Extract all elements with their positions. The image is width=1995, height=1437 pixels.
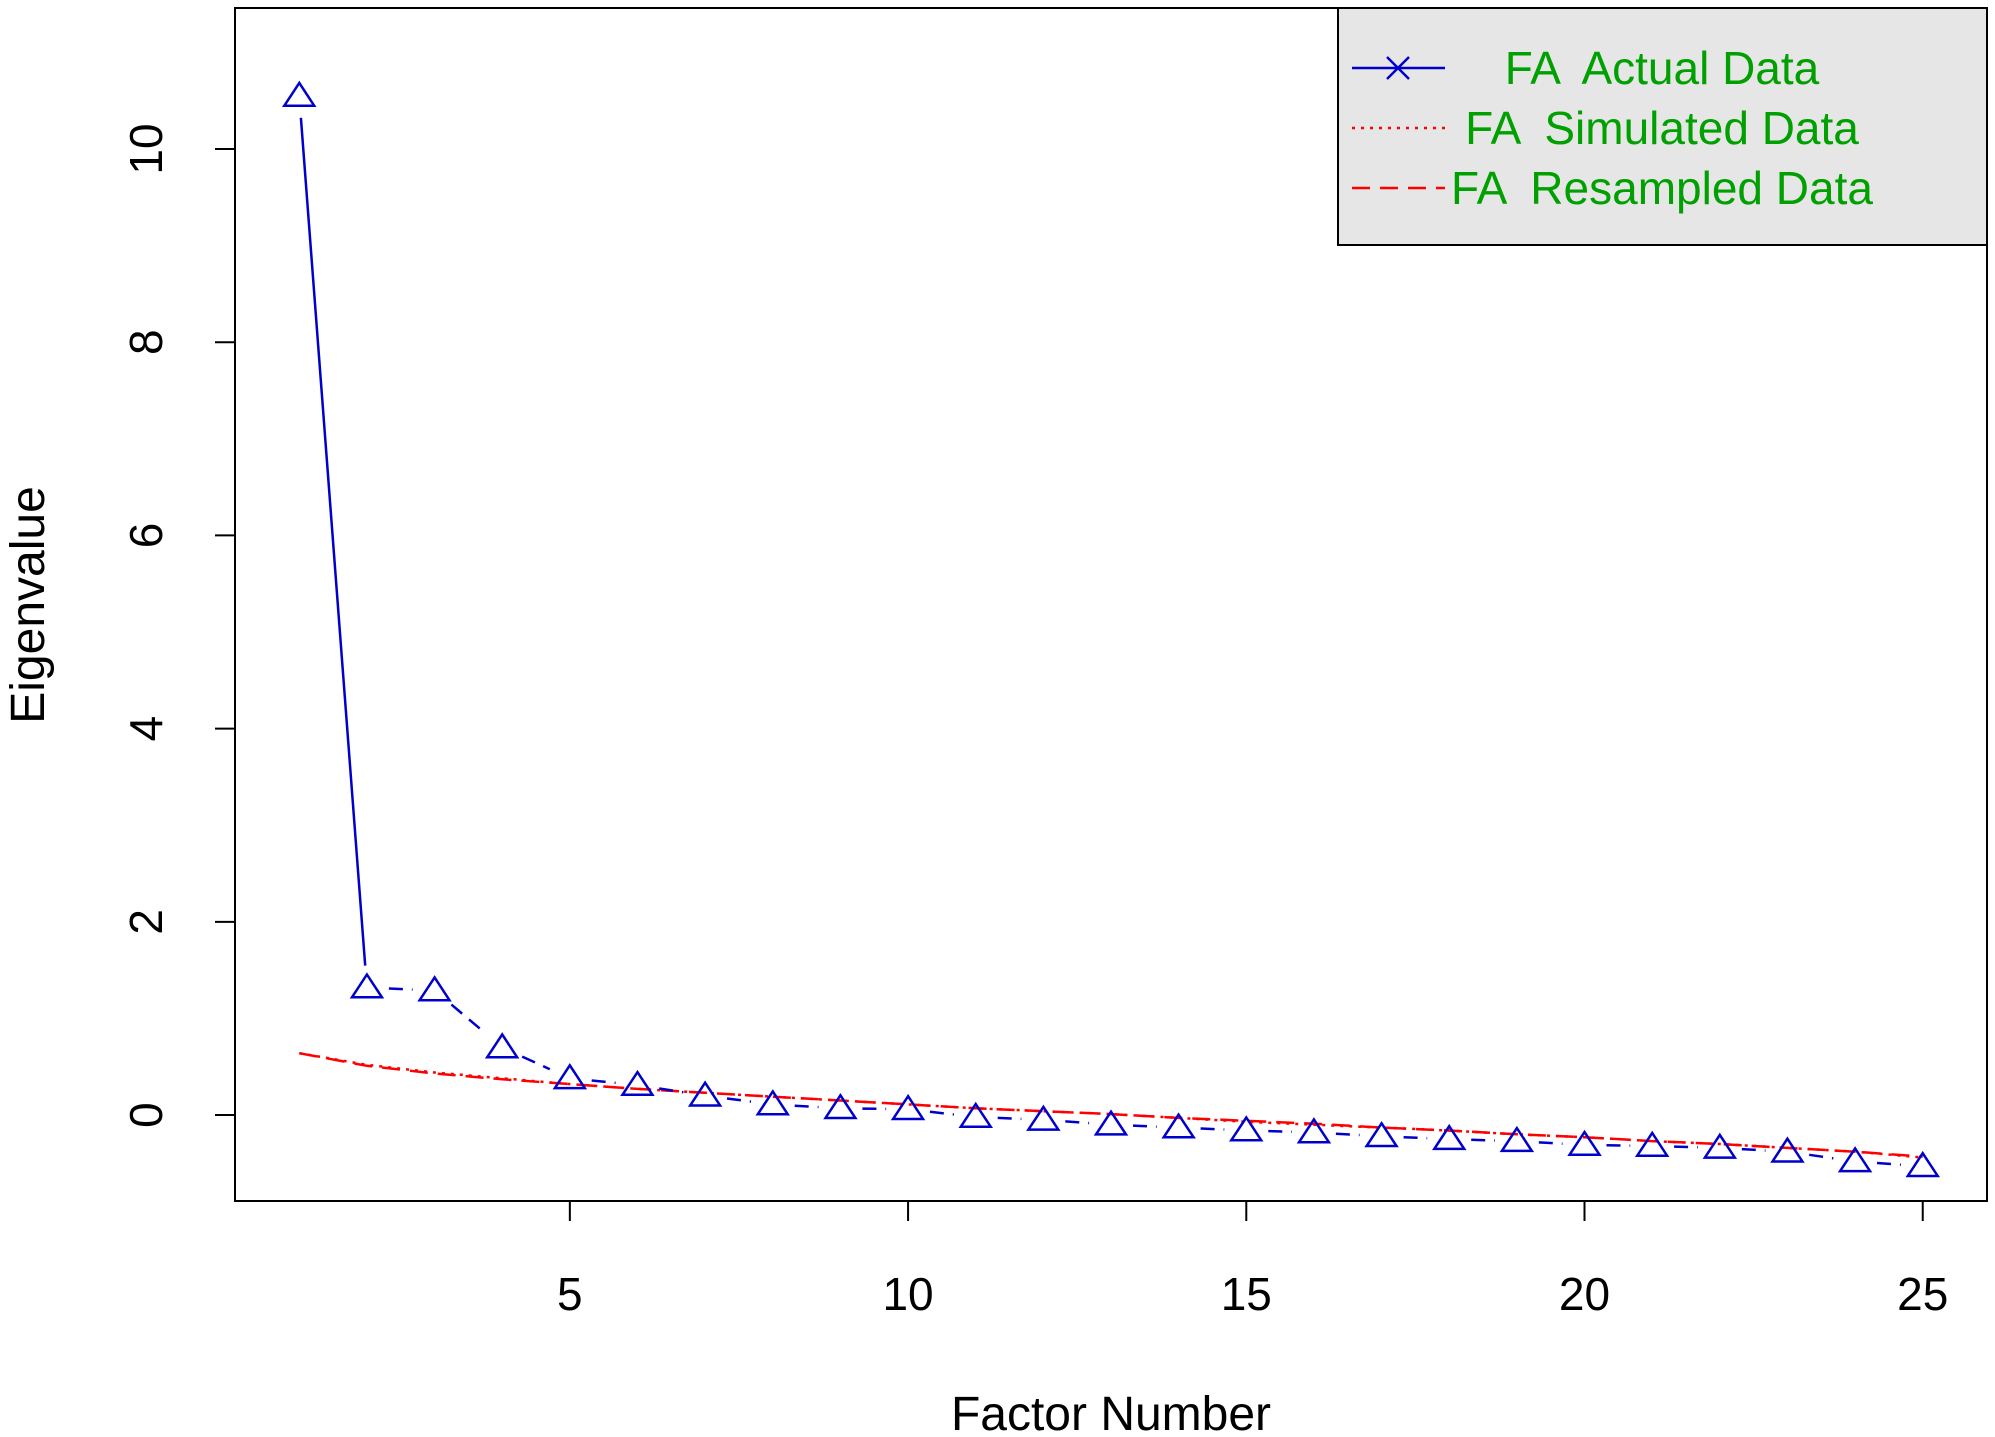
series-line-resampled: [299, 1051, 1923, 1158]
y-tick-label: 2: [120, 909, 172, 935]
actual-data-point: [755, 1089, 791, 1116]
series-line-simulated: [299, 1051, 1923, 1159]
actual-data-segment: [1741, 1147, 1766, 1152]
actual-data-point: [620, 1069, 655, 1097]
actual-data-point: [1567, 1129, 1602, 1156]
actual-data-point: [1161, 1112, 1196, 1139]
x-tick-label: 15: [1221, 1268, 1272, 1320]
actual-data-point: [958, 1101, 994, 1128]
actual-data-point: [687, 1080, 723, 1107]
legend-label-3: FA Resampled Data: [1451, 162, 1873, 214]
actual-data-point: [1296, 1117, 1332, 1144]
actual-data-segment: [1335, 1132, 1360, 1137]
actual-data-segment: [1674, 1145, 1698, 1149]
actual-data-point: [1837, 1146, 1873, 1173]
y-axis-title: Eigenvalue: [2, 486, 55, 724]
x-tick-label: 10: [882, 1268, 933, 1320]
actual-data-point: [823, 1093, 858, 1120]
actual-data-segment: [521, 1055, 551, 1071]
actual-data-point: [417, 975, 452, 1002]
actual-data-point: [484, 1032, 520, 1059]
x-axis: 5 10 15 20 25: [557, 1200, 1948, 1320]
actual-data-segment: [299, 117, 367, 966]
actual-data-segment: [1538, 1141, 1563, 1145]
actual-data-point: [552, 1063, 588, 1090]
actual-data-segment: [1809, 1153, 1834, 1160]
actual-data-point: [349, 972, 385, 999]
actual-data-point: [1431, 1123, 1467, 1151]
actual-data-point: [1634, 1130, 1670, 1157]
actual-data-point: [1228, 1115, 1264, 1142]
actual-data-segment: [450, 1003, 487, 1035]
actual-data-segment: [659, 1087, 684, 1094]
y-tick-label: 10: [120, 123, 172, 174]
x-axis-title: Factor Number: [951, 1388, 1271, 1437]
actual-data-segment: [1200, 1127, 1225, 1131]
actual-data-segment: [1403, 1135, 1428, 1140]
legend-label-1: FA Actual Data: [1505, 42, 1820, 94]
y-tick-label: 0: [120, 1102, 172, 1128]
y-tick-label: 4: [120, 716, 172, 742]
actual-data-segment: [1132, 1124, 1157, 1128]
actual-data-point: [1499, 1125, 1535, 1153]
x-tick-label: 5: [557, 1268, 583, 1320]
actual-data-segment: [1268, 1129, 1292, 1134]
actual-data-segment: [726, 1097, 752, 1103]
legend-cross-marker: [1386, 56, 1410, 80]
actual-data-segment: [388, 987, 413, 991]
actual-data-point: [1026, 1104, 1061, 1131]
actual-data-point: [890, 1093, 926, 1121]
actual-data-point: [1770, 1136, 1805, 1163]
y-axis: 0 2 4 6 8 10: [120, 123, 236, 1128]
actual-data-segment: [1876, 1161, 1901, 1166]
actual-data-segment: [997, 1116, 1022, 1121]
y-tick-label: 8: [120, 329, 172, 355]
actual-data-segment: [794, 1104, 819, 1109]
legend-box: [1337, 7, 1988, 246]
actual-data-point: [281, 80, 317, 107]
x-tick-label: 20: [1559, 1268, 1610, 1320]
legend: FA Actual Data FA Simulated Data FA Resamp…: [1337, 7, 1988, 246]
y-tick-label: 6: [120, 523, 172, 549]
legend-label-2: FA Simulated Data: [1465, 102, 1859, 154]
actual-data-segment: [591, 1079, 616, 1085]
actual-data-point: [1905, 1150, 1941, 1178]
actual-data-segment: [929, 1110, 955, 1116]
actual-data-point: [1702, 1132, 1738, 1159]
series-layer: [281, 80, 1941, 1178]
actual-data-point: [1364, 1121, 1399, 1148]
actual-data-segment: [1065, 1120, 1090, 1125]
x-tick-label: 25: [1897, 1268, 1948, 1320]
actual-data-segment: [1471, 1138, 1495, 1142]
actual-data-point: [1093, 1109, 1129, 1136]
